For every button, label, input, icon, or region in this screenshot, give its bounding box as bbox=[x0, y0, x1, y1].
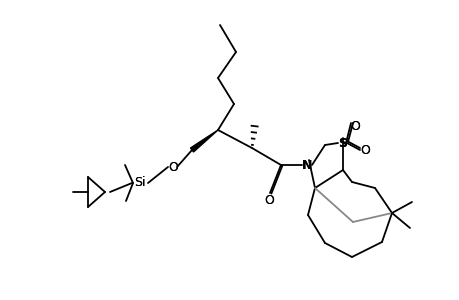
Text: N: N bbox=[301, 158, 312, 172]
Text: O: O bbox=[263, 194, 274, 206]
Text: O: O bbox=[349, 119, 359, 133]
Text: Si: Si bbox=[134, 176, 146, 190]
Text: O: O bbox=[168, 160, 178, 173]
Text: Si: Si bbox=[134, 176, 146, 190]
Polygon shape bbox=[190, 130, 218, 152]
Text: O: O bbox=[168, 160, 178, 173]
Text: O: O bbox=[349, 119, 359, 133]
Text: S: S bbox=[338, 136, 347, 149]
Text: O: O bbox=[263, 194, 274, 206]
Text: O: O bbox=[359, 143, 369, 157]
Text: O: O bbox=[359, 143, 369, 157]
Text: S: S bbox=[338, 136, 347, 149]
Text: N: N bbox=[301, 158, 312, 172]
